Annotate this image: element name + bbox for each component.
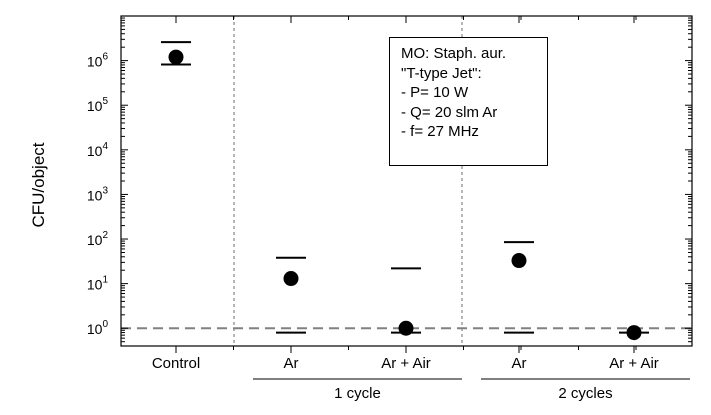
x-tick-label: Ar [512, 355, 527, 372]
y-tick-base: 10 [87, 232, 103, 248]
data-point [283, 271, 299, 287]
data-marks [161, 41, 649, 341]
x-tick-label: Ar [284, 355, 299, 372]
group-label: 1 cycle [334, 385, 381, 402]
y-tick-label: 106 [87, 52, 109, 70]
y-tick-label: 100 [87, 319, 109, 337]
y-tick-label: 101 [87, 275, 109, 293]
y-axis-label: CFU/object [29, 142, 48, 227]
y-tick-exponent: 2 [102, 230, 108, 241]
x-tick-label: Ar + Air [609, 355, 659, 372]
y-tick-label: 102 [87, 230, 109, 248]
annotation-line: "T-type Jet": [401, 64, 482, 82]
data-point [511, 253, 527, 269]
y-tick-exponent: 4 [102, 141, 108, 152]
axes [120, 15, 693, 353]
data-point [626, 325, 642, 341]
y-tick-base: 10 [87, 143, 103, 159]
annotation-line: - f= 27 MHz [401, 123, 479, 140]
y-tick-exponent: 5 [102, 96, 108, 107]
y-tick-base: 10 [87, 277, 103, 293]
annotation-line: MO: Staph. aur. [401, 45, 507, 62]
y-tick-base: 10 [87, 98, 103, 114]
y-tick-exponent: 3 [102, 185, 108, 196]
y-tick-exponent: 6 [102, 52, 108, 63]
data-point [398, 320, 414, 336]
group-label: 2 cycles [558, 385, 612, 402]
annotation-line: - P= 10 W [401, 84, 469, 101]
annotation-box: MO: Staph. aur. "T-type Jet": - P= 10 W … [389, 37, 548, 166]
y-tick-label: 105 [87, 96, 109, 114]
y-tick-exponent: 1 [102, 275, 108, 286]
x-tick-label: Control [152, 355, 200, 372]
y-tick-label: 103 [87, 185, 109, 203]
data-point [168, 49, 184, 65]
y-tick-base: 10 [87, 54, 103, 70]
y-tick-base: 10 [87, 321, 103, 337]
annotation-line: - Q= 20 slm Ar [401, 103, 498, 121]
y-tick-base: 10 [87, 187, 103, 203]
x-tick-label: Ar + Air [381, 355, 431, 372]
y-tick-exponent: 0 [102, 319, 108, 330]
y-tick-label: 104 [87, 141, 109, 159]
